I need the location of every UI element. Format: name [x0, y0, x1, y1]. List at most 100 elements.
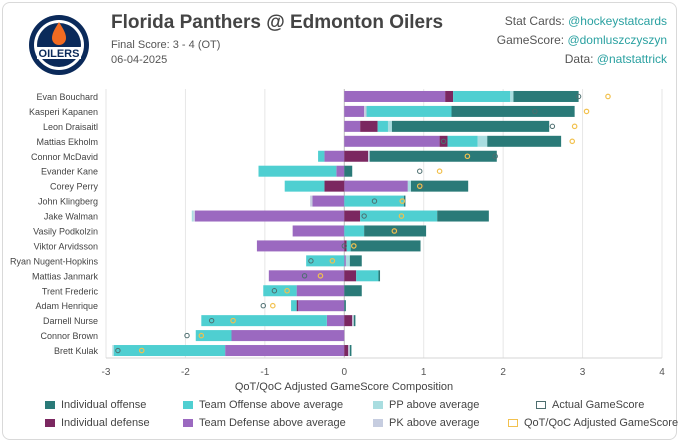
stat-cards-handle[interactable]: @hockeystatcards [568, 14, 667, 28]
adjusted-gamescore-marker [317, 273, 324, 279]
bar-team-offense [356, 270, 379, 282]
adjusted-gamescore-marker [138, 347, 145, 354]
data-label: Data: [564, 52, 594, 66]
stat-cards-label: Stat Cards: [504, 14, 565, 28]
bar-team-offense [318, 150, 325, 162]
adjusted-gamescore-marker [605, 93, 611, 100]
x-tick-label: -3 [102, 367, 111, 378]
x-tick-label: 2 [500, 367, 506, 378]
actual-gamescore-marker [341, 243, 347, 249]
adjusted-gamescore-marker [391, 228, 398, 234]
player-label: John Klingberg [38, 197, 98, 207]
legend-label: Individual defense [61, 417, 150, 429]
swatch-individual-defense [45, 419, 55, 427]
adjusted-gamescore-marker [329, 258, 336, 264]
bar-pk [348, 345, 350, 357]
oilers-logo: OILERS [29, 15, 89, 75]
legend-label: Team Defense above average [199, 417, 346, 429]
legend-actual: Actual GameScore [536, 399, 644, 411]
bar-team-offense [284, 180, 325, 192]
adjusted-gamescore-marker [571, 123, 578, 130]
legend-label: Actual GameScore [552, 399, 645, 411]
bar-pk [368, 150, 370, 162]
bar-individual-defense [344, 240, 347, 252]
bar-pk [193, 210, 195, 222]
actual-gamescore-marker [575, 93, 582, 100]
bar-individual-defense [296, 300, 299, 312]
bar-individual-offense [353, 315, 356, 327]
bar-team-offense [377, 120, 388, 132]
player-label: Connor McDavid [31, 152, 98, 162]
credits: Stat Cards: @hockeystatcards GameScore: … [497, 12, 667, 69]
bar-individual-defense [324, 180, 345, 192]
bar-individual-offense [349, 255, 362, 267]
actual-gamescore-marker [271, 288, 278, 294]
bar-team-defense [312, 195, 345, 207]
bar-team-defense [225, 345, 345, 357]
bar-team-offense [258, 165, 337, 177]
bar-team-defense [326, 315, 345, 327]
swatch-team-offense [183, 401, 193, 409]
adjusted-gamescore-marker [398, 213, 405, 219]
bar-team-defense [344, 255, 346, 267]
bar-team-defense [298, 300, 345, 312]
player-label: Corey Perry [50, 182, 99, 192]
player-label: Brett Kulak [54, 346, 99, 356]
bar-individual-offense [369, 150, 497, 162]
player-label: Mattias Janmark [32, 271, 99, 281]
data-handle[interactable]: @natstattrick [596, 52, 667, 66]
actual-gamescore-marker [301, 273, 308, 279]
bar-team-offense [344, 195, 404, 207]
bar-team-offense [453, 90, 511, 102]
bar-team-offense [113, 345, 226, 357]
actual-gamescore-marker [532, 108, 538, 115]
actual-gamescore-marker [361, 213, 367, 219]
bar-team-defense [344, 90, 446, 102]
bar-individual-defense [344, 315, 353, 327]
player-label: Jake Walman [44, 212, 98, 222]
bar-pp [345, 255, 350, 267]
bar-team-defense [344, 120, 361, 132]
legend-team-defense: Team Defense above average [183, 417, 346, 429]
actual-gamescore-marker [440, 138, 447, 145]
bar-team-offense [346, 240, 351, 252]
legend-pk: PK above average [373, 417, 480, 429]
player-label: Mattias Ekholm [36, 137, 98, 147]
bar-team-defense [344, 180, 408, 192]
gamescore-handle[interactable]: @domluszczyszyn [567, 33, 667, 47]
adjusted-gamescore-marker [436, 168, 443, 174]
bar-individual-defense [344, 150, 369, 162]
bar-individual-defense [360, 120, 378, 132]
bar-individual-defense [439, 135, 448, 147]
bar-team-offense [291, 300, 297, 312]
legend-adjusted: QoT/QoC Adjusted GameScore [508, 417, 678, 429]
bar-individual-offense [350, 240, 421, 252]
player-label: Adam Henrique [35, 301, 98, 311]
x-axis-label: QoT/QoC Adjusted GameScore Composition [235, 381, 453, 393]
x-tick-label: 0 [342, 367, 348, 378]
player-label: Evan Bouchard [36, 92, 98, 102]
bar-pk [364, 105, 367, 117]
bar-team-defense [292, 225, 345, 237]
bar-individual-offense [487, 135, 562, 147]
legend-pp: PP above average [373, 399, 479, 411]
actual-gamescore-marker [308, 258, 314, 264]
x-tick-label: 3 [580, 367, 586, 378]
bar-pp [112, 345, 114, 357]
bar-individual-offense [451, 105, 575, 117]
bar-individual-offense [344, 165, 353, 177]
final-score: Final Score: 3 - 4 (OT) [111, 39, 221, 51]
player-label: Evander Kane [41, 167, 98, 177]
swatch-adjusted [508, 419, 518, 427]
bar-individual-defense [344, 270, 357, 282]
legend-individual-offense: Individual offense [45, 399, 146, 411]
swatch-actual [536, 401, 546, 409]
bar-individual-offense [344, 285, 362, 297]
actual-gamescore-marker [260, 302, 266, 309]
player-label: Trent Frederic [42, 286, 99, 296]
bar-team-offense [344, 225, 365, 237]
bar-team-defense [324, 150, 345, 162]
adjusted-gamescore-marker [464, 153, 471, 160]
bar-pp [510, 90, 514, 102]
